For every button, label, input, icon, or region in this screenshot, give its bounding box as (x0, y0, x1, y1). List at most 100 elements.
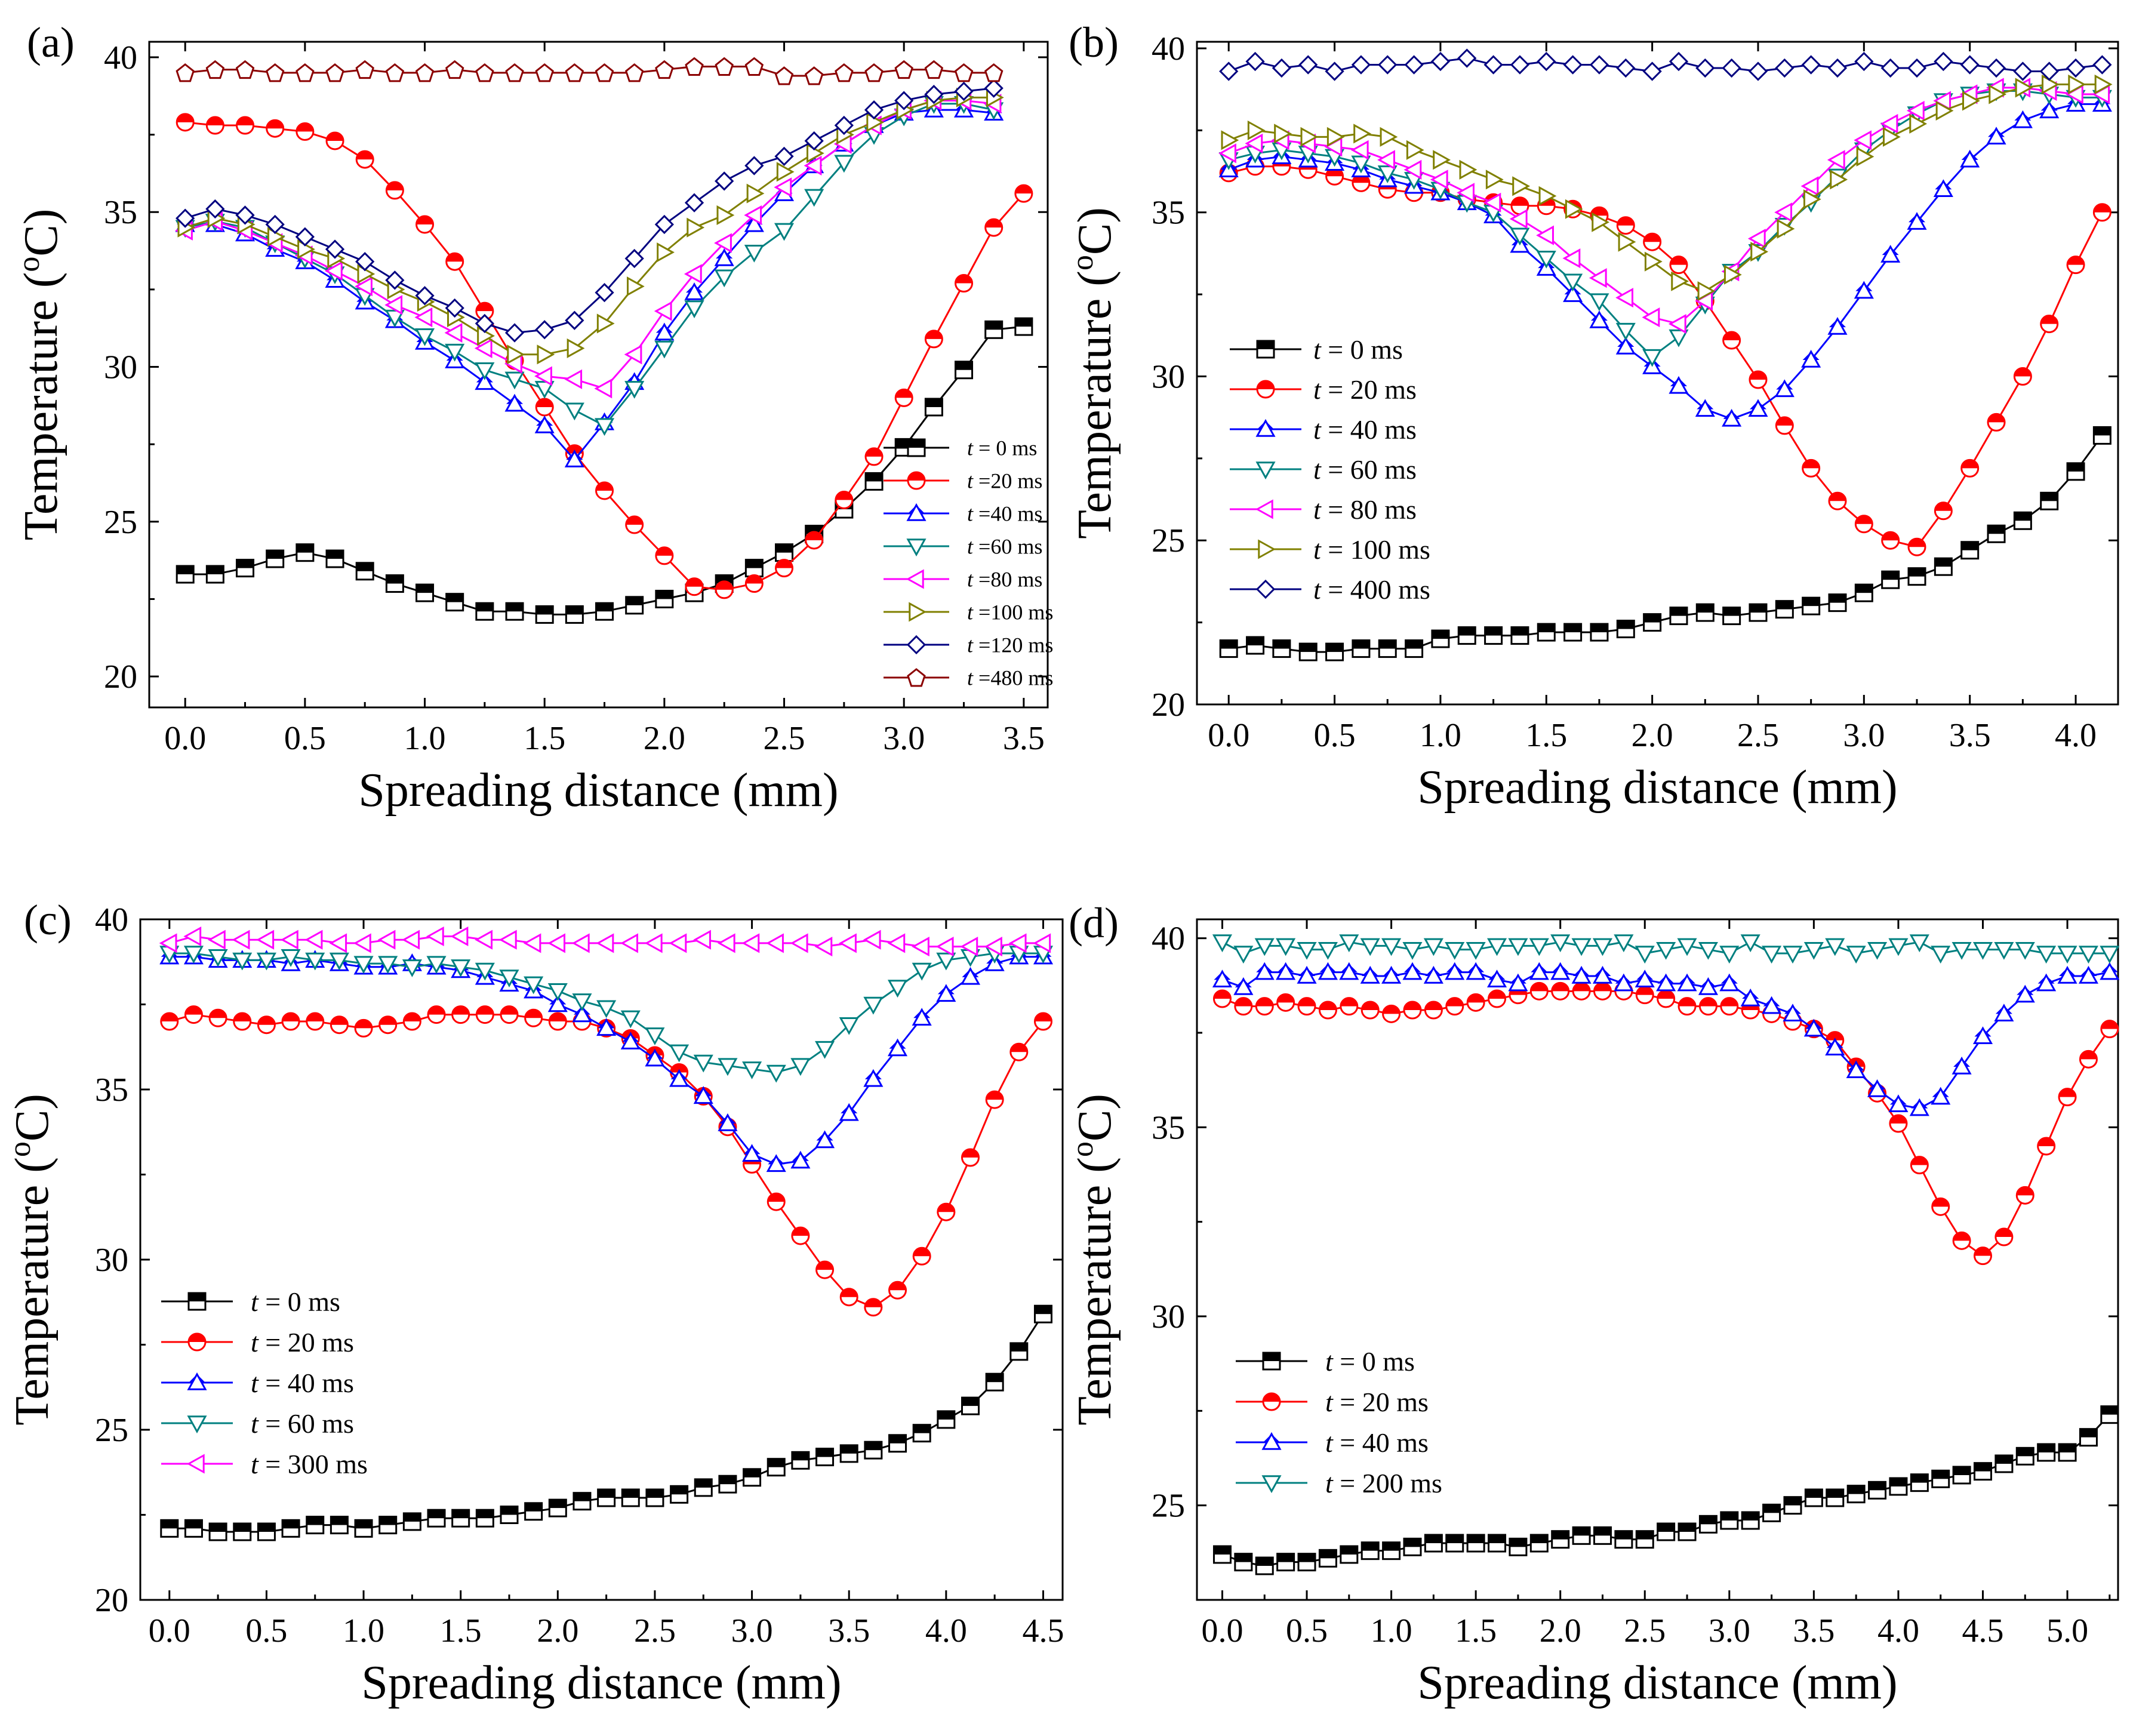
data-point (1245, 51, 1265, 72)
data-point-fill (962, 1398, 979, 1406)
data-point-fill (913, 1424, 931, 1433)
data-point (1563, 273, 1583, 292)
legend-label: t = 40 ms (251, 1368, 354, 1398)
data-point (595, 282, 614, 303)
data-point-fill (746, 559, 763, 568)
data-point (1033, 933, 1051, 953)
data-point (183, 946, 204, 964)
data-point-fill (598, 1489, 615, 1498)
data-point (295, 227, 315, 247)
data-point-fill (1848, 1485, 1865, 1494)
data-point (1695, 58, 1715, 78)
data-point (1986, 58, 2006, 78)
x-tick-label: 1.0 (404, 720, 446, 757)
data-point (1697, 281, 1716, 301)
data-point-fill (1564, 624, 1581, 633)
data-point (450, 926, 469, 947)
data-point (1219, 61, 1239, 81)
data-point-fill (327, 132, 344, 141)
series-0 (1219, 426, 2111, 661)
data-point-fill (1425, 1002, 1442, 1010)
data-point-fill (670, 1064, 688, 1073)
y-tick-label: 30 (1152, 358, 1185, 395)
data-point (1445, 962, 1465, 980)
data-point-fill (816, 1448, 833, 1457)
data-point (1510, 55, 1530, 75)
data-point-fill (1961, 460, 1978, 469)
series-2 (1212, 962, 2120, 1116)
data-point (1592, 212, 1610, 232)
data-point (1933, 179, 1953, 197)
data-point (1671, 271, 1689, 291)
x-tick-label: 3.5 (1793, 1612, 1834, 1649)
legend: t = 0 ms t = 20 ms t = 40 ms t = 60 ms t = 3… (161, 1286, 368, 1479)
data-point (524, 976, 544, 995)
data-point (1777, 218, 1795, 239)
data-point (1635, 946, 1655, 964)
data-point-fill (356, 562, 374, 571)
data-point-fill (566, 445, 583, 454)
series-line (169, 1014, 1044, 1309)
y-tick-label: 25 (104, 504, 137, 541)
data-point (353, 956, 374, 974)
data-point (984, 78, 1004, 98)
data-point-fill (1889, 1115, 1907, 1124)
data-point-fill (695, 1479, 712, 1488)
data-point (766, 1154, 786, 1172)
data-point (1485, 170, 1504, 190)
data-point-fill (236, 559, 254, 568)
data-point (1406, 140, 1424, 160)
data-point-fill (1590, 624, 1608, 633)
data-point (355, 60, 374, 79)
data-point (1846, 946, 1866, 964)
data-point (1800, 176, 1819, 196)
data-point (1563, 55, 1583, 75)
data-point (776, 162, 795, 182)
data-point-fill (1383, 1542, 1400, 1551)
data-point-fill (1988, 414, 2005, 423)
data-point (1698, 941, 1718, 960)
data-point (414, 307, 433, 328)
data-point-fill (1035, 1013, 1052, 1021)
data-point (329, 933, 347, 953)
data-point (1529, 938, 1549, 956)
data-point (205, 60, 225, 79)
data-point-fill (805, 525, 823, 534)
data-point (839, 1017, 859, 1035)
y-tick-label: 40 (1152, 30, 1185, 67)
x-axis-title: Spreading distance (mm) (358, 764, 838, 817)
data-point (2015, 941, 2035, 960)
data-point (1856, 146, 1874, 167)
x-tick-label: 2.5 (1624, 1612, 1666, 1649)
data-point (1907, 212, 1927, 230)
data-point-fill (775, 559, 793, 568)
data-point (744, 244, 764, 263)
data-point (1008, 933, 1027, 953)
data-point-fill (549, 1500, 567, 1509)
data-point-fill (233, 1013, 251, 1021)
data-point-fill (2059, 1088, 2076, 1097)
series-1 (176, 113, 1033, 599)
series-0 (176, 317, 1033, 624)
data-point (1827, 150, 1845, 170)
data-point-fill (501, 1006, 518, 1015)
data-point (1934, 51, 1953, 72)
legend-marker (1255, 461, 1276, 480)
data-point (1719, 946, 1740, 964)
data-point-fill (1590, 207, 1608, 216)
data-point-fill (1909, 538, 1926, 547)
data-point (1854, 51, 1874, 72)
data-point-fill (1995, 1455, 2012, 1464)
data-point (595, 63, 614, 82)
x-tick-label: 4.5 (1022, 1612, 1064, 1649)
data-point-fill (210, 1523, 227, 1532)
data-point-fill (626, 596, 643, 605)
data-point (654, 340, 675, 359)
series-line (1228, 103, 2103, 420)
data-point (1830, 170, 1848, 190)
x-tick-label: 0.5 (1314, 717, 1356, 754)
data-point-fill (2094, 427, 2111, 436)
data-point (355, 276, 373, 297)
data-point (1404, 55, 1424, 75)
data-point-fill (2037, 1444, 2055, 1452)
